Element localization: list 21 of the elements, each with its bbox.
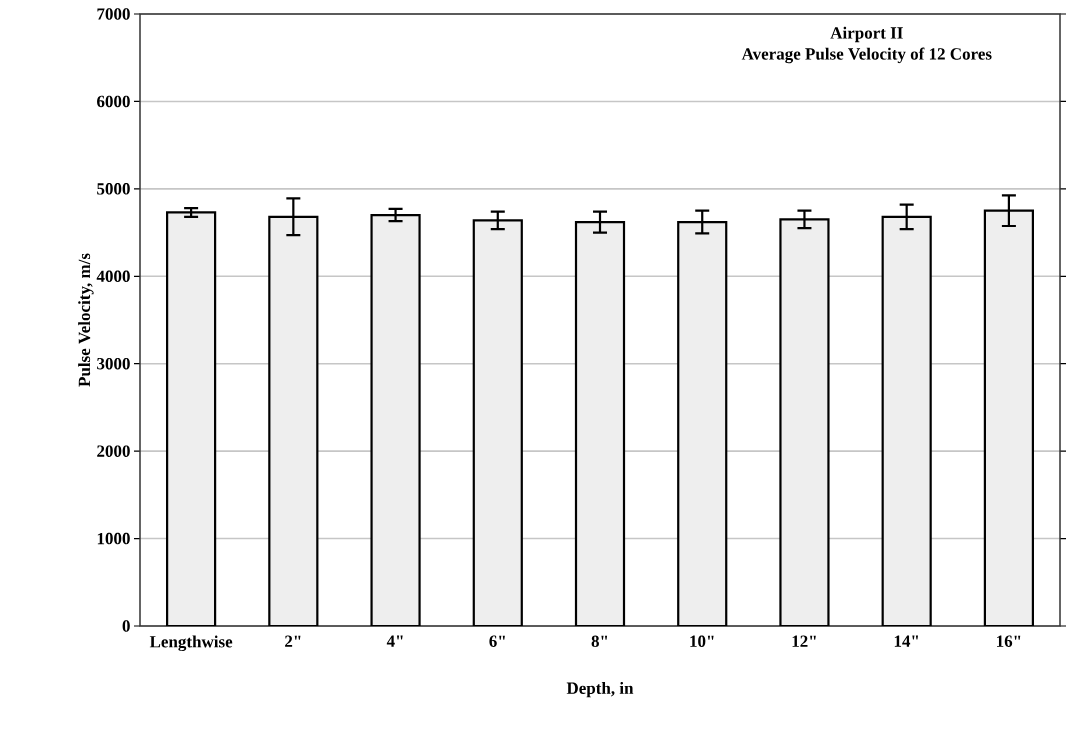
y-tick-label: 3000 (97, 357, 130, 370)
x-tick-label: 4" (386, 635, 403, 647)
x-axis-title: Depth, in (566, 681, 634, 698)
x-tick-label: 12" (792, 635, 816, 647)
x-tick-label: 2" (285, 635, 301, 647)
x-tick-label: Lengthwise (149, 635, 233, 652)
y-tick-label: 4000 (96, 270, 130, 283)
y-tick-label: 1000 (97, 532, 130, 545)
x-tick-label: 6" (489, 635, 505, 647)
y-tick-label: 5000 (97, 183, 130, 195)
x-tick-label: 16" (997, 635, 1021, 647)
y-axis-title: Pulse Velocity, m/s (78, 253, 94, 387)
y-tick-label: 7000 (97, 8, 130, 20)
x-tick-label: 14" (894, 635, 919, 647)
text: Average Pulse Velocity of 12 Cores (741, 47, 992, 64)
text: Airport II (830, 26, 903, 43)
y-tick-label: 0 (122, 620, 130, 632)
y-tick-label: 2000 (97, 445, 130, 457)
x-tick-label: 8" (591, 635, 608, 648)
x-tick-label: 10" (690, 635, 714, 648)
y-tick-label: 6000 (97, 95, 130, 108)
